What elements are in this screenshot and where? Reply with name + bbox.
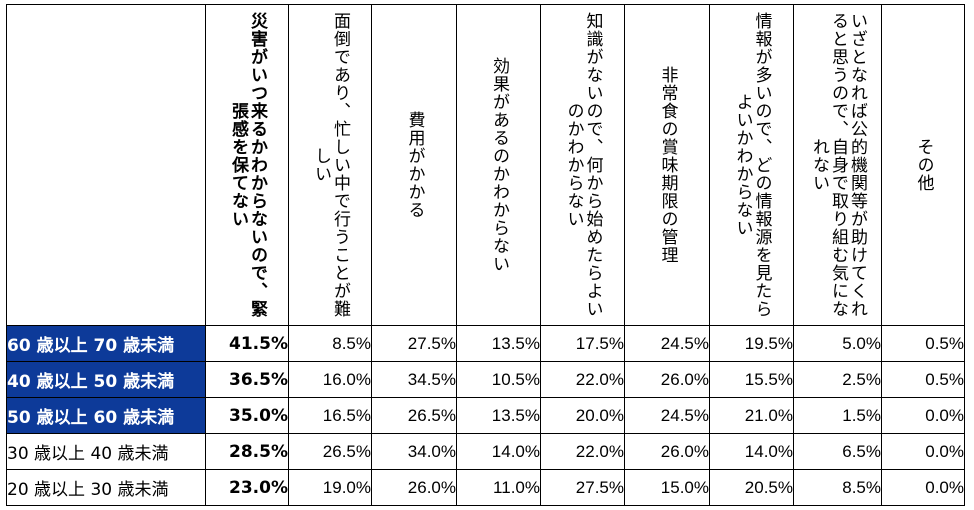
value-cell: 13.5% xyxy=(456,397,541,434)
table-row: 50 歳以上 60 歳未満 35.0% 16.5% 26.5% 13.5% 20.0% 24… xyxy=(6,397,965,434)
value-cell: 6.5% xyxy=(793,433,882,470)
value-cell: 34.0% xyxy=(371,433,457,470)
column-header-label: 効果があるのかわからない xyxy=(489,57,509,273)
value-cell: 23.0% xyxy=(205,469,289,506)
value-cell: 16.5% xyxy=(288,397,372,434)
value-cell: 26.0% xyxy=(624,433,710,470)
value-cell: 19.5% xyxy=(709,325,794,362)
row-label: 40 歳以上 50 歳未満 xyxy=(6,361,206,398)
value-cell: 8.5% xyxy=(288,325,372,362)
value-cell: 0.0% xyxy=(881,397,965,434)
value-cell: 15.5% xyxy=(709,361,794,398)
value-cell: 26.0% xyxy=(624,361,710,398)
column-header: 情報が多いので、どの情報源を見たらよいかわからない xyxy=(709,4,794,326)
value-cell: 10.5% xyxy=(456,361,541,398)
value-cell: 35.0% xyxy=(205,397,289,434)
value-cell: 16.0% xyxy=(288,361,372,398)
column-header: 知識がないので、何から始めたらよいのかわからない xyxy=(540,4,625,326)
column-header-label: その他 xyxy=(913,138,934,192)
table-row: 20 歳以上 30 歳未満 23.0% 19.0% 26.0% 11.0% 27.5% 15… xyxy=(6,469,965,506)
column-header-label: 非常食の賞味期限の管理 xyxy=(657,66,678,264)
value-cell: 17.5% xyxy=(540,325,625,362)
header-row: 災害がいつ来るかわからないので、緊張感を保てない 面倒であり、忙しい中で行うことが… xyxy=(6,4,965,326)
value-cell: 0.5% xyxy=(881,361,965,398)
value-cell: 28.5% xyxy=(205,433,289,470)
value-cell: 27.5% xyxy=(371,325,457,362)
row-label: 20 歳以上 30 歳未満 xyxy=(6,469,206,506)
value-cell: 26.5% xyxy=(288,433,372,470)
value-cell: 36.5% xyxy=(205,361,289,398)
value-cell: 8.5% xyxy=(793,469,882,506)
column-header-label: 面倒であり、忙しい中で行うことが難しい xyxy=(311,12,350,318)
value-cell: 0.0% xyxy=(881,469,965,506)
column-header: 災害がいつ来るかわからないので、緊張感を保てない xyxy=(205,4,289,326)
column-header: 費用がかかる xyxy=(371,4,457,326)
column-header-label: 災害がいつ来るかわからないので、緊張感を保てない xyxy=(228,12,267,318)
corner-cell xyxy=(6,4,206,326)
value-cell: 11.0% xyxy=(456,469,541,506)
column-header: 効果があるのかわからない xyxy=(456,4,541,326)
table-row: 40 歳以上 50 歳未満 36.5% 16.0% 34.5% 10.5% 22.0% 26… xyxy=(6,361,965,398)
row-label: 50 歳以上 60 歳未満 xyxy=(6,397,206,434)
value-cell: 26.0% xyxy=(371,469,457,506)
column-header: その他 xyxy=(881,4,965,326)
value-cell: 19.0% xyxy=(288,469,372,506)
value-cell: 14.0% xyxy=(456,433,541,470)
column-header-label: 情報が多いので、どの情報源を見たらよいかわからない xyxy=(732,12,772,318)
value-cell: 41.5% xyxy=(205,325,289,362)
column-header: いざとなれば公的機関等が助けてくれると思うので、自身で取り組む気になれない xyxy=(793,4,882,326)
column-header-label: 知識がないので、何から始めたらよいのかわからない xyxy=(563,12,603,318)
value-cell: 34.5% xyxy=(371,361,457,398)
value-cell: 20.5% xyxy=(709,469,794,506)
value-cell: 24.5% xyxy=(624,397,710,434)
row-label: 60 歳以上 70 歳未満 xyxy=(6,325,206,362)
table-row: 60 歳以上 70 歳未満 41.5% 8.5% 27.5% 13.5% 17.5% 24.… xyxy=(6,325,965,362)
survey-table: 災害がいつ来るかわからないので、緊張感を保てない 面倒であり、忙しい中で行うことが… xyxy=(6,4,965,506)
value-cell: 0.0% xyxy=(881,433,965,470)
column-header: 非常食の賞味期限の管理 xyxy=(624,4,710,326)
value-cell: 22.0% xyxy=(540,361,625,398)
value-cell: 27.5% xyxy=(540,469,625,506)
table-body: 60 歳以上 70 歳未満 41.5% 8.5% 27.5% 13.5% 17.5% 24.… xyxy=(6,325,965,506)
column-header-label: いざとなれば公的機関等が助けてくれると思うので、自身で取り組む気になれない xyxy=(809,12,867,318)
value-cell: 2.5% xyxy=(793,361,882,398)
value-cell: 14.0% xyxy=(709,433,794,470)
column-header: 面倒であり、忙しい中で行うことが難しい xyxy=(288,4,372,326)
column-header-label: 費用がかかる xyxy=(404,111,425,219)
row-label: 30 歳以上 40 歳未満 xyxy=(6,433,206,470)
value-cell: 20.0% xyxy=(540,397,625,434)
table-row: 30 歳以上 40 歳未満 28.5% 26.5% 34.0% 14.0% 22.0% 26… xyxy=(6,433,965,470)
value-cell: 13.5% xyxy=(456,325,541,362)
value-cell: 0.5% xyxy=(881,325,965,362)
value-cell: 15.0% xyxy=(624,469,710,506)
value-cell: 24.5% xyxy=(624,325,710,362)
value-cell: 21.0% xyxy=(709,397,794,434)
value-cell: 22.0% xyxy=(540,433,625,470)
value-cell: 5.0% xyxy=(793,325,882,362)
value-cell: 1.5% xyxy=(793,397,882,434)
value-cell: 26.5% xyxy=(371,397,457,434)
